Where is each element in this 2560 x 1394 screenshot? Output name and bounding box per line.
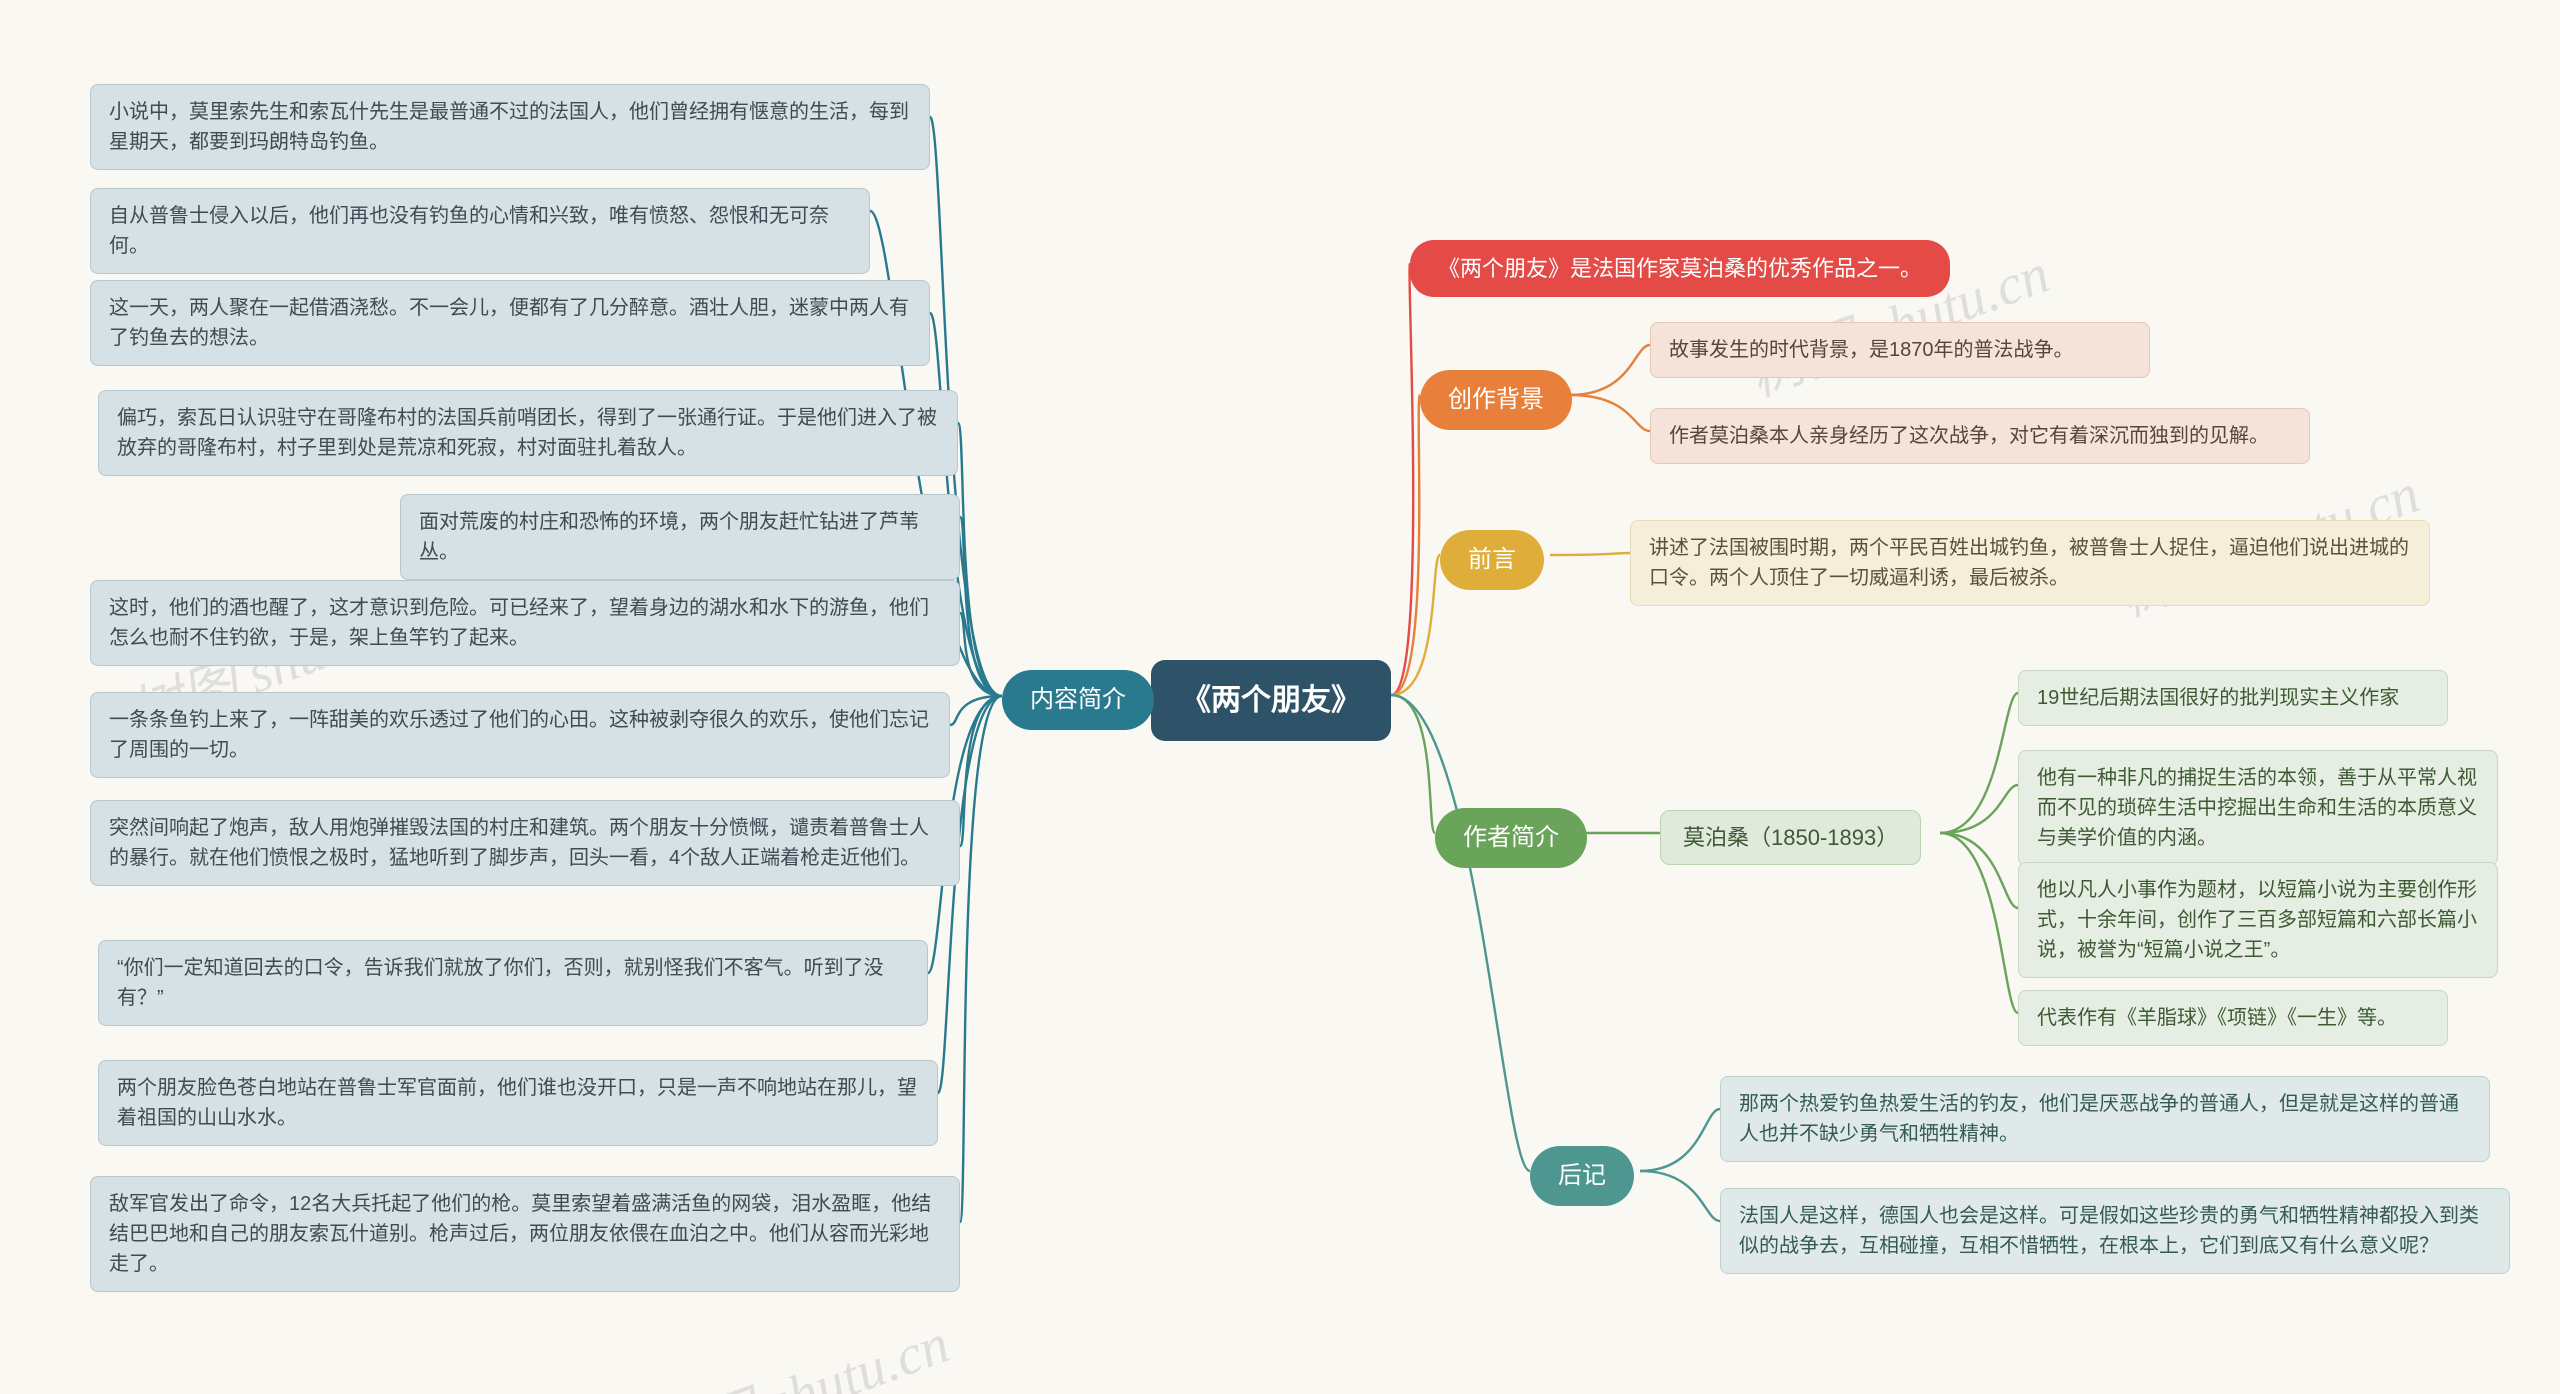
- preface-leaf-0: 讲述了法国被围时期，两个平民百姓出城钓鱼，被普鲁士人捉住，逼迫他们说出进城的口令…: [1630, 520, 2430, 606]
- content-leaf-10: 敌军官发出了命令，12名大兵托起了他们的枪。莫里索望着盛满活鱼的网袋，泪水盈眶，…: [90, 1176, 960, 1292]
- author-leaf-2: 他以凡人小事作为题材，以短篇小说为主要创作形式，十余年间，创作了三百多部短篇和六…: [2018, 862, 2498, 978]
- background-leaf-1: 作者莫泊桑本人亲身经历了这次战争，对它有着深沉而独到的见解。: [1650, 408, 2310, 464]
- author-leaf-1: 他有一种非凡的捕捉生活的本领，善于从平常人视而不见的琐碎生活中挖掘出生命和生活的…: [2018, 750, 2498, 866]
- content-leaf-1: 自从普鲁士侵入以后，他们再也没有钓鱼的心情和兴致，唯有愤怒、怨恨和无可奈何。: [90, 188, 870, 274]
- content-leaf-8: “你们一定知道回去的口令，告诉我们就放了你们，否则，就别怪我们不客气。听到了没有…: [98, 940, 928, 1026]
- mindmap-canvas: 树图 shutu.cn树图 shutu.cn树图 shutu.cn树图 shut…: [0, 0, 2560, 1394]
- content-leaf-5: 这时，他们的酒也醒了，这才意识到危险。可已经来了，望着身边的湖水和水下的游鱼，他…: [90, 580, 960, 666]
- author-leaf-3: 代表作有《羊脂球》《项链》《一生》等。: [2018, 990, 2448, 1046]
- content-node: 内容简介: [1002, 670, 1154, 730]
- background-node: 创作背景: [1420, 370, 1572, 430]
- postscript-node: 后记: [1530, 1146, 1634, 1206]
- root-node: 《两个朋友》: [1151, 660, 1391, 741]
- content-leaf-2: 这一天，两人聚在一起借酒浇愁。不一会儿，便都有了几分醉意。酒壮人胆，迷蒙中两人有…: [90, 280, 930, 366]
- content-leaf-6: 一条条鱼钓上来了，一阵甜美的欢乐透过了他们的心田。这种被剥夺很久的欢乐，使他们忘…: [90, 692, 950, 778]
- postscript-leaf-0: 那两个热爱钓鱼热爱生活的钓友，他们是厌恶战争的普通人，但是就是这样的普通人也并不…: [1720, 1076, 2490, 1162]
- quote-node: 《两个朋友》是法国作家莫泊桑的优秀作品之一。: [1410, 240, 1950, 297]
- content-leaf-9: 两个朋友脸色苍白地站在普鲁士军官面前，他们谁也没开口，只是一声不响地站在那儿，望…: [98, 1060, 938, 1146]
- watermark: 树图 shutu.cn: [636, 1299, 959, 1394]
- author-node: 作者简介: [1435, 808, 1587, 868]
- preface-node: 前言: [1440, 530, 1544, 590]
- content-leaf-3: 偏巧，索瓦日认识驻守在哥隆布村的法国兵前哨团长，得到了一张通行证。于是他们进入了…: [98, 390, 958, 476]
- author-sub: 莫泊桑（1850-1893）: [1660, 810, 1921, 865]
- content-leaf-4: 面对荒废的村庄和恐怖的环境，两个朋友赶忙钻进了芦苇丛。: [400, 494, 960, 580]
- postscript-leaf-1: 法国人是这样，德国人也会是这样。可是假如这些珍贵的勇气和牺牲精神都投入到类似的战…: [1720, 1188, 2510, 1274]
- content-leaf-0: 小说中，莫里索先生和索瓦什先生是最普通不过的法国人，他们曾经拥有惬意的生活，每到…: [90, 84, 930, 170]
- background-leaf-0: 故事发生的时代背景，是1870年的普法战争。: [1650, 322, 2150, 378]
- content-leaf-7: 突然间响起了炮声，敌人用炮弹摧毁法国的村庄和建筑。两个朋友十分愤慨，谴责着普鲁士…: [90, 800, 960, 886]
- author-leaf-0: 19世纪后期法国很好的批判现实主义作家: [2018, 670, 2448, 726]
